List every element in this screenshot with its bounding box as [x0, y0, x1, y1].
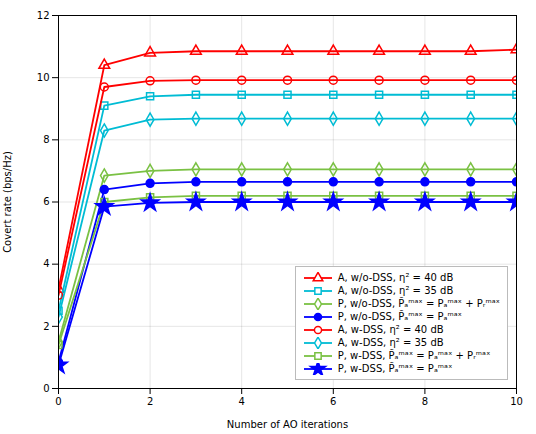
svg-text:10: 10	[37, 72, 50, 83]
html-text:P, w/o-DSS, P̃ₐᵐᵃˣ = Pₐᵐᵃˣ: P, w/o-DSS, P̃ₐᵐᵃˣ = Pₐᵐᵃˣ	[337, 311, 463, 322]
svg-text:Covert rate (bps/Hz): Covert rate (bps/Hz)	[2, 151, 13, 253]
html-text:P, w/o-DSS, P̃ₐᵐᵃˣ = Pₐᵐᵃˣ + P: P, w/o-DSS, P̃ₐᵐᵃˣ = Pₐᵐᵃˣ + Pᵣᵐᵃˣ	[337, 298, 500, 309]
svg-text:4: 4	[43, 258, 49, 269]
svg-text:4: 4	[239, 396, 245, 407]
html-text:P, w-DSS, P̃ₐᵐᵃˣ = Pₐᵐᵃˣ + Pᵣᵐ: P, w-DSS, P̃ₐᵐᵃˣ = Pₐᵐᵃˣ + Pᵣᵐᵃˣ	[337, 350, 491, 361]
html-text:P, w-DSS, P̃ₐᵐᵃˣ = Pₐᵐᵃˣ: P, w-DSS, P̃ₐᵐᵃˣ = Pₐᵐᵃˣ	[337, 363, 453, 374]
svg-text:Number of AO iterations: Number of AO iterations	[227, 419, 348, 430]
svg-text:0: 0	[55, 396, 61, 407]
svg-text:6: 6	[43, 196, 49, 207]
svg-text:2: 2	[43, 321, 49, 332]
svg-text:2: 2	[147, 396, 153, 407]
svg-text:6: 6	[330, 396, 336, 407]
svg-text:12: 12	[37, 10, 50, 21]
html-text:A, w-DSS, η² = 35 dB: A, w-DSS, η² = 35 dB	[337, 337, 444, 348]
svg-text:10: 10	[510, 396, 523, 407]
html-text:A, w/o-DSS, η² = 35 dB: A, w/o-DSS, η² = 35 dB	[337, 285, 454, 296]
html-text:A, w-DSS, η² = 40 dB: A, w-DSS, η² = 40 dB	[337, 324, 444, 335]
svg-text:0: 0	[43, 383, 49, 394]
svg-text:8: 8	[43, 134, 49, 145]
html-text:A, w/o-DSS, η² = 40 dB: A, w/o-DSS, η² = 40 dB	[337, 272, 454, 283]
svg-text:8: 8	[422, 396, 428, 407]
